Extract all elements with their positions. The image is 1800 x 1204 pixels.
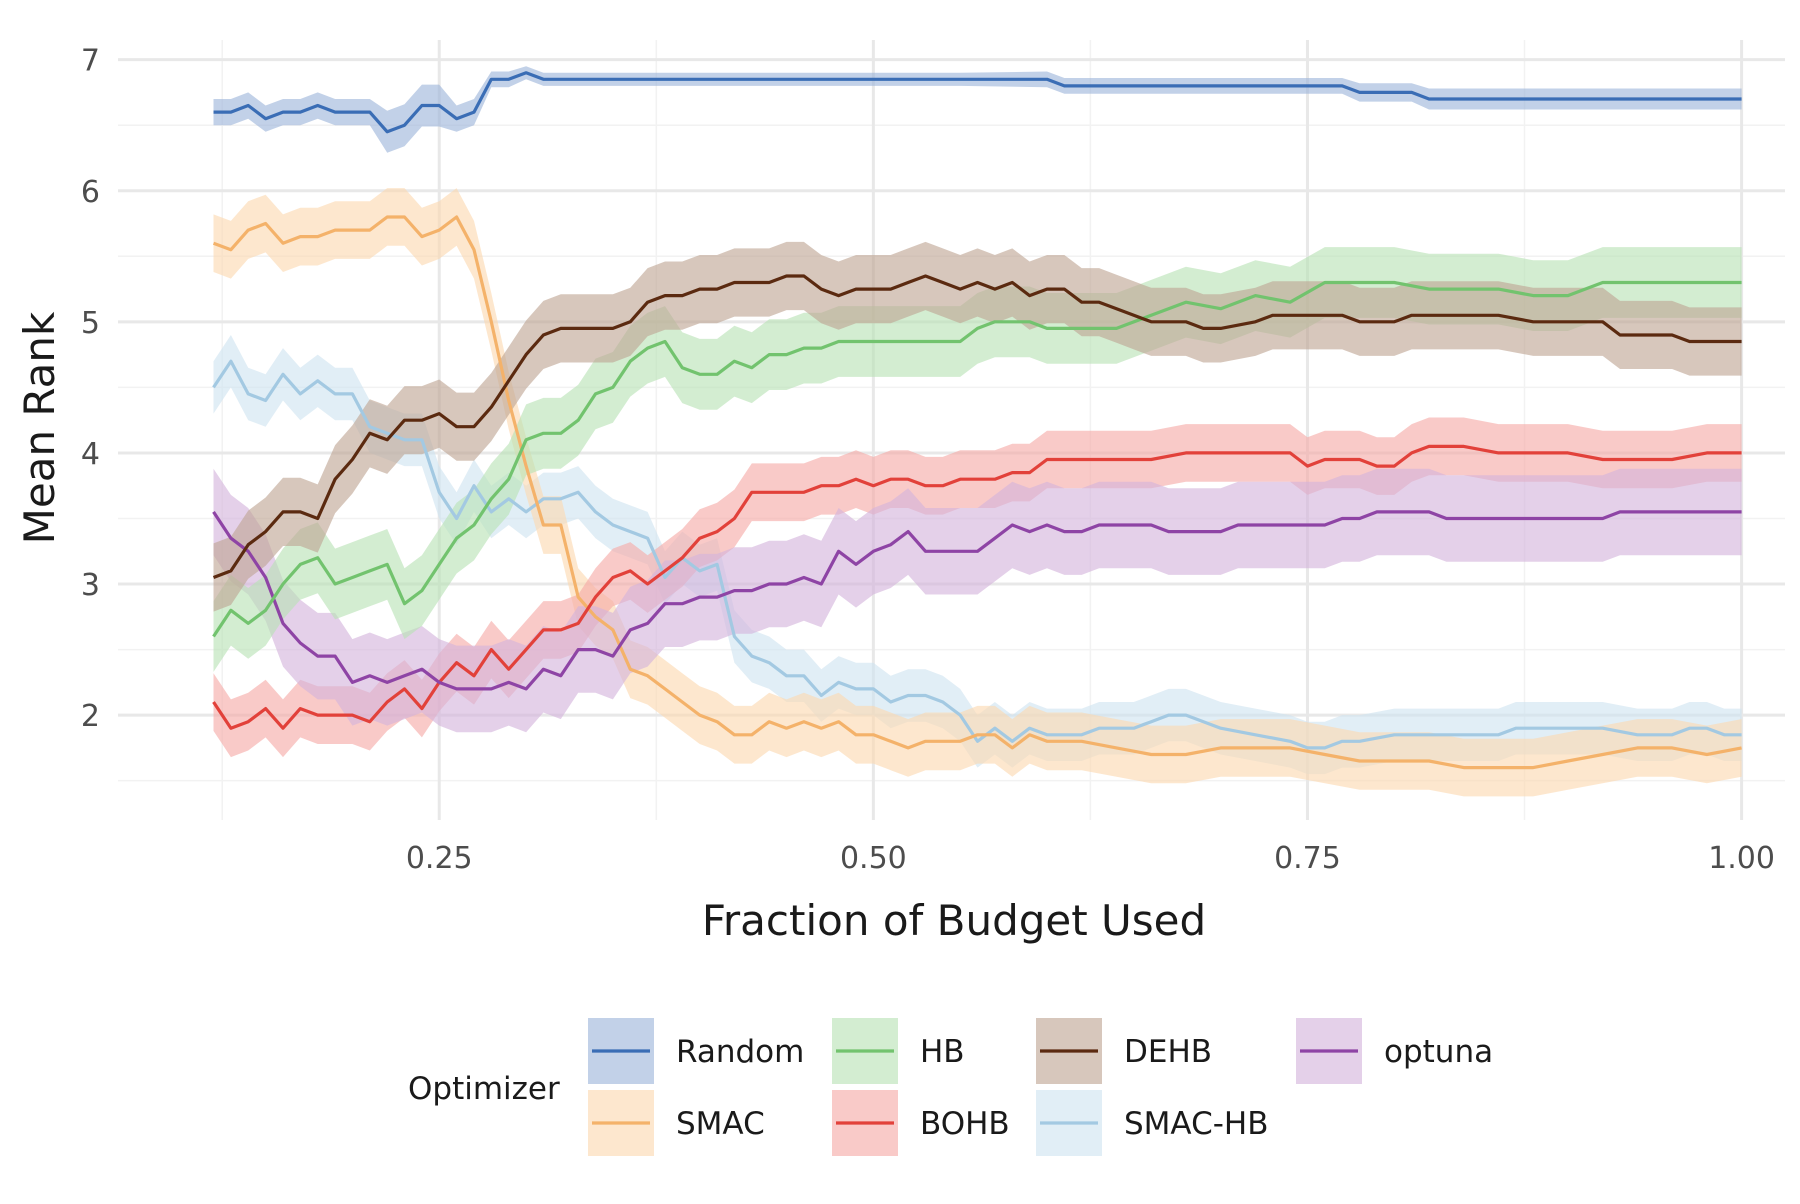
axis-ticks: 0.25 0.50 0.75 1.00 2 3 4 5 6 7 — [81, 44, 1775, 876]
band-random — [213, 66, 1742, 153]
legend-label: DEHB — [1124, 1034, 1212, 1070]
line-optuna — [212, 510, 1742, 691]
y-tick-label: 4 — [81, 437, 100, 472]
legend-label: BOHB — [920, 1106, 1010, 1142]
line-dehb — [212, 274, 1742, 579]
line-bohb — [212, 444, 1742, 730]
y-tick-label: 2 — [81, 699, 100, 734]
x-axis-title: Fraction of Budget Used — [702, 896, 1206, 945]
legend-item-smac: SMAC — [588, 1090, 765, 1156]
legend: Optimizer Random SMAC HB BOHB DEHB SMAC-HB opt… — [408, 1018, 1493, 1156]
legend-item-optuna: optuna — [1296, 1018, 1493, 1084]
legend-item-dehb: DEHB — [1036, 1018, 1212, 1084]
series-lines — [212, 71, 1742, 770]
legend-item-smac-hb: SMAC-HB — [1036, 1090, 1269, 1156]
legend-label: HB — [920, 1034, 965, 1070]
band-bohb — [213, 417, 1742, 758]
y-tick-label: 7 — [81, 44, 100, 79]
x-tick-label: 0.25 — [406, 841, 473, 876]
y-tick-label: 5 — [81, 306, 100, 341]
legend-label: Random — [676, 1034, 804, 1070]
line-random — [213, 71, 1742, 134]
line-smac — [212, 215, 1742, 770]
x-tick-label: 0.75 — [1274, 841, 1341, 876]
legend-title: Optimizer — [408, 1071, 560, 1107]
legend-item-hb: HB — [832, 1018, 965, 1084]
line-hb — [212, 280, 1742, 638]
line-smac-hb — [212, 359, 1742, 750]
confidence-bands — [213, 66, 1742, 797]
legend-label: SMAC-HB — [1124, 1106, 1269, 1142]
legend-item-bohb: BOHB — [832, 1090, 1010, 1156]
x-tick-label: 1.00 — [1708, 841, 1775, 876]
legend-label: SMAC — [676, 1106, 765, 1142]
x-tick-label: 0.50 — [840, 841, 907, 876]
legend-label: optuna — [1384, 1034, 1493, 1070]
y-tick-label: 3 — [81, 568, 100, 603]
y-axis-title: Mean Rank — [15, 311, 64, 544]
legend-item-random: Random — [588, 1018, 804, 1084]
band-optuna — [213, 468, 1742, 733]
y-tick-label: 6 — [81, 175, 100, 210]
band-dehb — [213, 241, 1742, 612]
